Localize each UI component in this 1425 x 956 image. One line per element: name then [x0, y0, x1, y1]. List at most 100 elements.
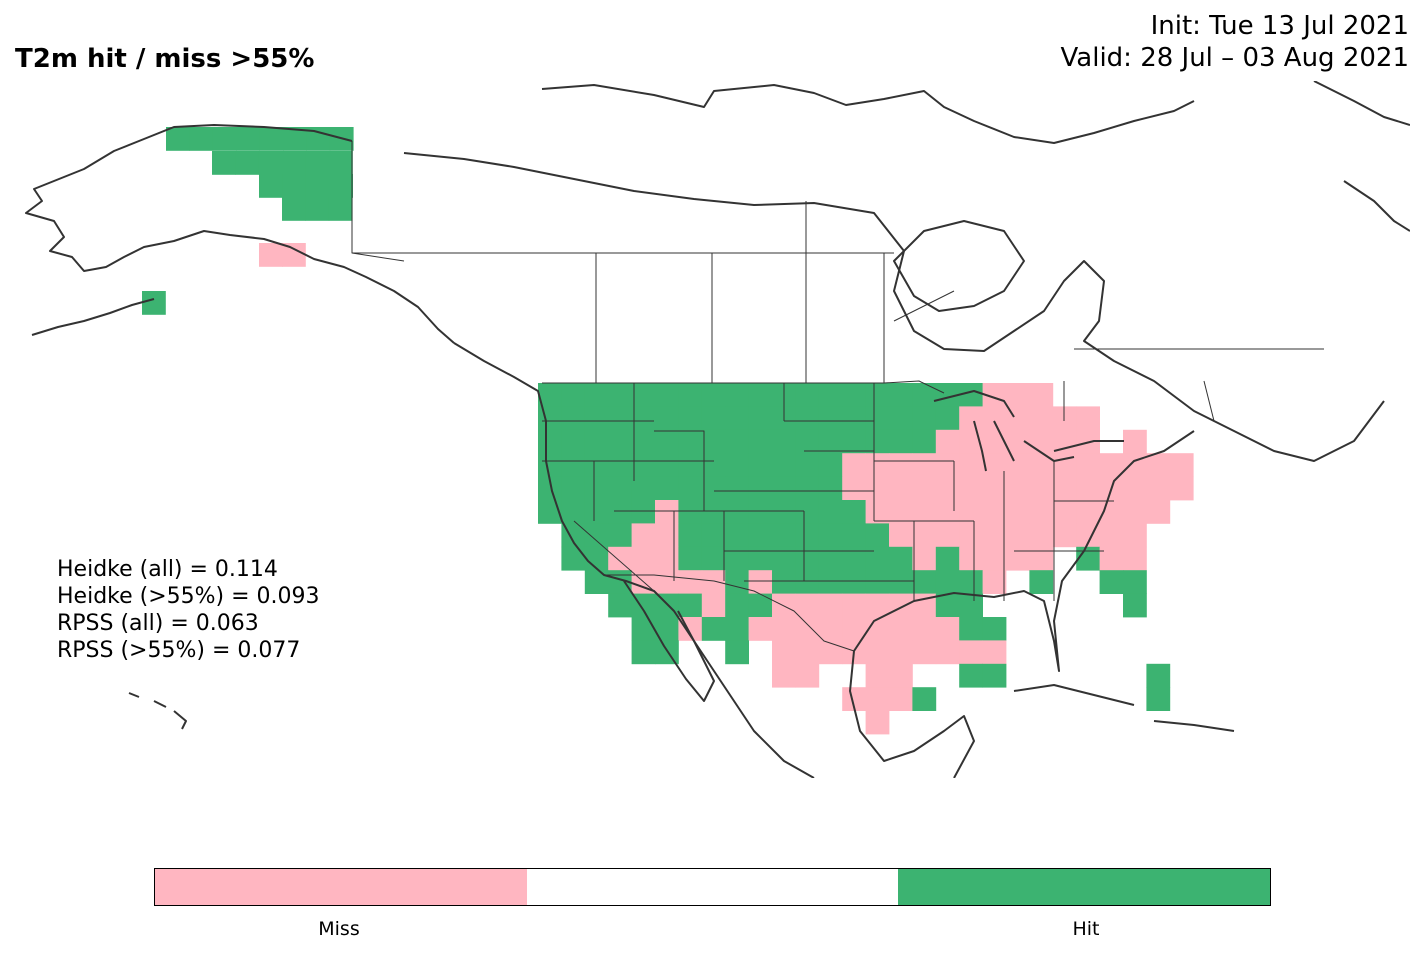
greenland-coast — [1313, 81, 1410, 232]
miss-cell — [1029, 453, 1054, 477]
hit-cell — [538, 476, 562, 501]
miss-cell — [959, 640, 983, 665]
colorbar — [154, 868, 1271, 906]
miss-cell — [655, 500, 679, 524]
hit-cell — [655, 429, 679, 454]
hit-cell — [842, 570, 866, 594]
hit-cell — [725, 453, 749, 477]
miss-cell — [959, 476, 983, 501]
hit-cell — [1123, 593, 1147, 618]
hit-cell — [584, 523, 609, 548]
hit-cell — [842, 429, 866, 454]
hit-cell — [935, 593, 960, 618]
colorbar-label-miss: Miss — [318, 918, 360, 940]
hit-cell — [912, 383, 937, 407]
miss-cell — [1123, 429, 1147, 454]
hit-cell — [795, 406, 820, 431]
miss-cell — [889, 593, 913, 618]
hit-cell — [655, 617, 679, 641]
hit-cell — [608, 593, 632, 618]
hit-cell — [748, 546, 773, 571]
hit-cell — [795, 523, 820, 548]
miss-cell — [1123, 500, 1147, 524]
hit-cell — [655, 383, 679, 407]
hit-cell — [584, 383, 609, 407]
hit-cell — [748, 383, 773, 407]
hit-cell — [678, 476, 703, 501]
hit-cell — [818, 406, 843, 431]
hit-cell — [842, 406, 866, 431]
hit-cell — [701, 383, 726, 407]
miss-cell — [865, 500, 890, 524]
hit-cell — [282, 197, 306, 221]
miss-cell — [842, 617, 866, 641]
hit-cell — [701, 453, 726, 477]
hit-cell — [608, 500, 632, 524]
aleutian-islands — [31, 298, 155, 336]
hit-cell — [959, 593, 983, 618]
miss-cell — [842, 476, 866, 501]
hit-cell — [655, 593, 679, 618]
map-panel — [14, 81, 1410, 778]
colorbar-hit-segment — [898, 869, 1271, 905]
hit-cell — [772, 453, 796, 477]
hit-cell — [982, 617, 1007, 641]
miss-cell — [1029, 523, 1054, 548]
miss-cell — [959, 406, 983, 431]
hit-cell — [561, 476, 586, 501]
hit-cell — [608, 429, 632, 454]
hit-cell — [818, 383, 843, 407]
date-header: Init: Tue 13 Jul 2021 Valid: 28 Jul – 03… — [1061, 10, 1409, 74]
miss-cell — [1006, 523, 1030, 548]
hit-cell — [608, 523, 632, 548]
miss-cell — [1076, 453, 1100, 477]
miss-cell — [1076, 406, 1100, 431]
hit-cell — [561, 500, 586, 524]
hit-cell — [166, 127, 190, 151]
hit-cell — [748, 593, 773, 618]
hit-cell — [795, 476, 820, 501]
miss-cell — [842, 453, 866, 477]
miss-cell — [1169, 453, 1194, 477]
miss-cell — [1123, 453, 1147, 477]
miss-cell — [818, 640, 843, 665]
hit-cell — [748, 500, 773, 524]
hit-cell — [818, 523, 843, 548]
hit-cell — [701, 429, 726, 454]
hit-cell — [584, 546, 609, 571]
miss-cell — [818, 593, 843, 618]
hit-cell — [538, 406, 562, 431]
alaska-canada-border — [351, 141, 405, 262]
hit-cell — [538, 429, 562, 454]
miss-cell — [631, 523, 656, 548]
hit-cell — [1146, 687, 1171, 711]
hit-cell — [842, 546, 866, 571]
hit-cell — [772, 500, 796, 524]
hit-cell — [631, 453, 656, 477]
miss-cell — [912, 617, 937, 641]
miss-cell — [772, 640, 796, 665]
hit-cell — [772, 523, 796, 548]
miss-cell — [795, 593, 820, 618]
hit-cell — [608, 453, 632, 477]
hit-cell — [912, 570, 937, 594]
hit-cell — [889, 546, 913, 571]
miss-cell — [1006, 453, 1030, 477]
miss-cell — [935, 453, 960, 477]
hit-miss-grid — [142, 127, 1194, 735]
miss-cell — [631, 546, 656, 571]
miss-cell — [1052, 500, 1077, 524]
hit-cell — [959, 383, 983, 407]
miss-cell — [865, 640, 890, 665]
hit-cell — [678, 523, 703, 548]
miss-cell — [1006, 429, 1030, 454]
miss-cell — [935, 523, 960, 548]
miss-cell — [282, 243, 306, 267]
state-borders — [542, 383, 1114, 601]
hit-cell — [329, 174, 353, 198]
miss-cell — [1076, 500, 1100, 524]
miss-cell — [1146, 476, 1171, 501]
miss-cell — [889, 523, 913, 548]
miss-cell — [982, 453, 1007, 477]
miss-cell — [1146, 500, 1171, 524]
